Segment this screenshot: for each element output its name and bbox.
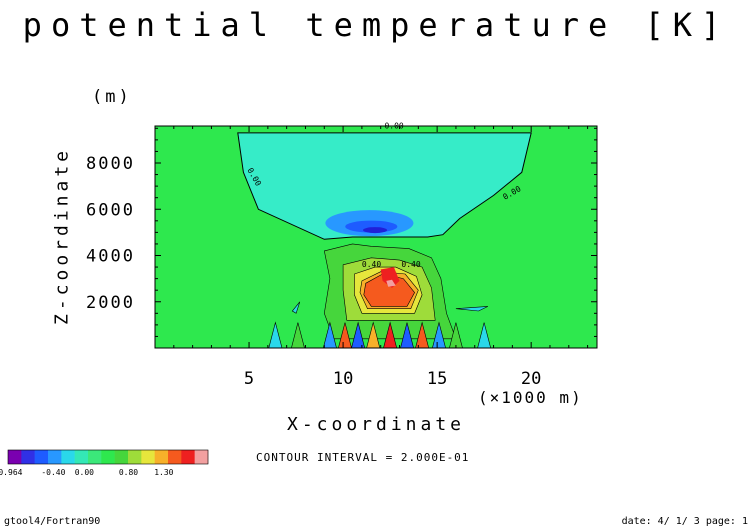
warm-core-peak xyxy=(386,279,396,287)
colorbar-swatch xyxy=(21,450,35,464)
colorbar-swatch xyxy=(8,450,22,464)
colorbar-swatch xyxy=(141,450,155,464)
y-tick-label: 2000 xyxy=(86,293,135,313)
x-tick-label: 15 xyxy=(427,369,447,389)
colorbar-swatch xyxy=(128,450,142,464)
chart-title: potential temperature [K] xyxy=(22,6,730,44)
colorbar-tick-label: -0.964 xyxy=(0,468,23,477)
colorbar-tick-label: 0.80 xyxy=(119,468,138,477)
contour-interval-note: CONTOUR INTERVAL = 2.000E-01 xyxy=(256,451,470,464)
colorbar-tick-label: -0.40 xyxy=(41,468,65,477)
x-tick-label: 5 xyxy=(244,369,254,389)
colorbar-swatch xyxy=(48,450,62,464)
y-tick-label: 6000 xyxy=(86,200,135,220)
y-axis-units: (m) xyxy=(92,87,132,107)
small-cold-cell xyxy=(291,301,301,314)
contour-label: 0.40 xyxy=(401,260,420,269)
colorbar-swatch xyxy=(114,450,129,464)
colorbar-swatch xyxy=(74,450,89,464)
colorbar-swatch xyxy=(154,450,169,464)
colorbar-swatch xyxy=(61,450,75,464)
contour-label: 0.40 xyxy=(362,260,381,269)
colorbar-swatch xyxy=(34,450,49,464)
x-tick-label: 10 xyxy=(333,369,353,389)
temperature-field xyxy=(237,132,532,349)
colorbar-border xyxy=(7,449,209,465)
colorbar-swatch xyxy=(88,450,102,464)
cold-core-center xyxy=(363,227,388,234)
x-tick-label: 20 xyxy=(521,369,541,389)
colorbar-swatch xyxy=(168,450,182,464)
cold-anomaly-region xyxy=(237,132,532,240)
y-axis-label: Z-coordinate xyxy=(51,146,73,326)
x-axis-units: (×1000 m) xyxy=(478,388,583,407)
colorbar: -0.964 -0.40 0.00 0.80 1.30 xyxy=(0,449,209,477)
colorbar-swatch xyxy=(101,450,115,464)
y-tick-label: 8000 xyxy=(86,154,135,174)
footer-software: gtool4/Fortran90 xyxy=(4,516,101,527)
colorbar-swatch xyxy=(194,450,209,464)
colorbar-swatch xyxy=(181,450,195,464)
colorbar-tick-label: 1.30 xyxy=(154,468,173,477)
axes: 5 10 15 20 2000 4000 6000 8000 xyxy=(86,125,598,389)
footer-date-page: date: 4/ 1/ 3 page: 1 xyxy=(621,516,748,527)
axes-frame xyxy=(154,125,598,349)
y-tick-label: 4000 xyxy=(86,247,135,267)
colorbar-tick-label: 0.00 xyxy=(75,468,94,477)
warm-core xyxy=(380,267,400,288)
x-axis-label: X-coordinate xyxy=(286,414,466,435)
small-cold-cell xyxy=(455,306,489,312)
